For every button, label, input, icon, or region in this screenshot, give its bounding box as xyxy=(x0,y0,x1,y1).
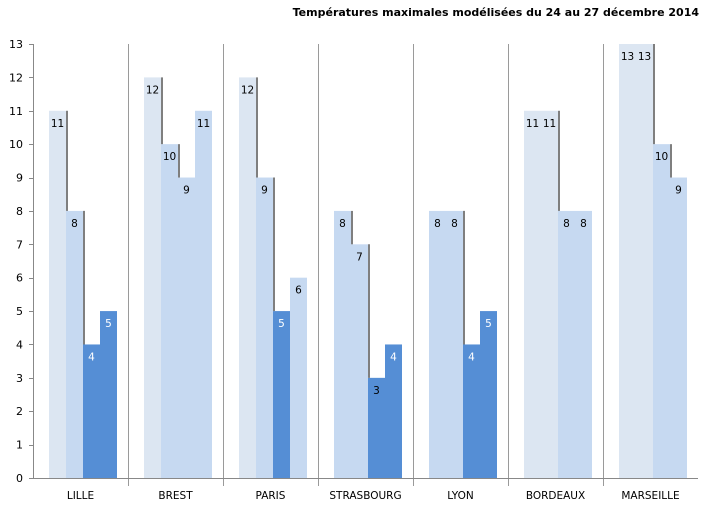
y-tick-label: 9 xyxy=(16,172,23,185)
bar-brest-1 xyxy=(144,77,161,478)
category-label: BREST xyxy=(158,490,193,502)
bar-lille-1 xyxy=(49,110,66,479)
category-separators xyxy=(128,44,604,486)
bar-strasbourg-4 xyxy=(385,344,402,478)
data-label: 8 xyxy=(451,218,458,230)
bar-strasbourg-2 xyxy=(351,244,368,478)
bar-lille-3 xyxy=(83,344,100,478)
data-label: 10 xyxy=(163,151,176,163)
y-tick-label: 8 xyxy=(16,205,23,218)
data-label: 13 xyxy=(638,51,651,63)
data-label: 9 xyxy=(675,185,682,197)
data-label: 6 xyxy=(295,285,302,297)
bar-bordeaux-4 xyxy=(575,210,592,478)
bar-marseille-1 xyxy=(619,44,636,478)
bars xyxy=(49,44,687,479)
bar-strasbourg-1 xyxy=(334,210,351,478)
y-tick-label: 2 xyxy=(16,405,23,418)
y-tick-label: 7 xyxy=(16,238,23,251)
data-label: 8 xyxy=(434,218,441,230)
data-label: 4 xyxy=(468,351,475,363)
category-label: MARSEILLE xyxy=(621,490,679,502)
data-label: 3 xyxy=(373,385,380,397)
data-label: 5 xyxy=(105,318,112,330)
category-label: BORDEAUX xyxy=(526,490,585,502)
data-label: 11 xyxy=(526,118,539,130)
data-label: 13 xyxy=(621,51,634,63)
data-label: 11 xyxy=(51,118,64,130)
data-label: 9 xyxy=(261,185,268,197)
bar-marseille-4 xyxy=(670,177,687,479)
data-label: 5 xyxy=(278,318,285,330)
data-label: 5 xyxy=(485,318,492,330)
bar-brest-3 xyxy=(178,177,195,479)
y-tick-label: 0 xyxy=(16,472,23,485)
bar-lyon-2 xyxy=(446,210,463,478)
data-label: 8 xyxy=(71,218,78,230)
bar-bordeaux-3 xyxy=(558,210,575,478)
data-label: 8 xyxy=(580,218,587,230)
y-tick-label: 1 xyxy=(16,439,23,452)
bar-brest-4 xyxy=(195,110,212,479)
category-label: LYON xyxy=(447,490,473,502)
y-tick-label: 12 xyxy=(9,71,23,84)
data-label: 4 xyxy=(88,351,95,363)
data-label: 12 xyxy=(146,84,159,96)
y-tick-label: 3 xyxy=(16,372,23,385)
data-label: 11 xyxy=(543,118,556,130)
bar-lyon-3 xyxy=(463,344,480,478)
data-label: 8 xyxy=(563,218,570,230)
y-tick-label: 13 xyxy=(9,38,23,51)
data-label: 4 xyxy=(390,351,397,363)
axes xyxy=(29,44,698,479)
y-tick-label: 4 xyxy=(16,338,23,351)
data-label: 11 xyxy=(197,118,210,130)
y-tick-label: 5 xyxy=(16,305,23,318)
bar-lyon-4 xyxy=(480,311,497,478)
bar-paris-1 xyxy=(239,77,256,478)
y-tick-label: 10 xyxy=(9,138,23,151)
bar-strasbourg-3 xyxy=(368,377,385,478)
bar-paris-2 xyxy=(256,177,273,479)
bar-bordeaux-2 xyxy=(541,110,558,479)
bar-paris-3 xyxy=(273,311,290,478)
bar-bordeaux-1 xyxy=(524,110,541,479)
bar-marseille-2 xyxy=(636,44,653,478)
bar-lyon-1 xyxy=(429,210,446,478)
bar-paris-4 xyxy=(290,277,307,478)
bar-lille-2 xyxy=(66,210,83,478)
category-labels: LILLE BREST PARIS STRASBOURG LYON BORDEAUX MAR… xyxy=(67,490,680,502)
data-label: 7 xyxy=(356,251,363,263)
category-label: STRASBOURG xyxy=(329,490,401,502)
chart-title: Températures maximales modélisées du 24 … xyxy=(292,6,699,19)
data-label: 10 xyxy=(655,151,668,163)
bar-marseille-3 xyxy=(653,144,670,478)
y-tick-label: 6 xyxy=(16,272,23,285)
data-label: 8 xyxy=(339,218,346,230)
data-label: 12 xyxy=(241,84,254,96)
data-label: 9 xyxy=(183,185,190,197)
category-label: LILLE xyxy=(67,490,94,502)
y-tick-label: 11 xyxy=(9,105,23,118)
bar-brest-2 xyxy=(161,144,178,478)
bar-lille-4 xyxy=(100,311,117,478)
category-label: PARIS xyxy=(256,490,286,502)
